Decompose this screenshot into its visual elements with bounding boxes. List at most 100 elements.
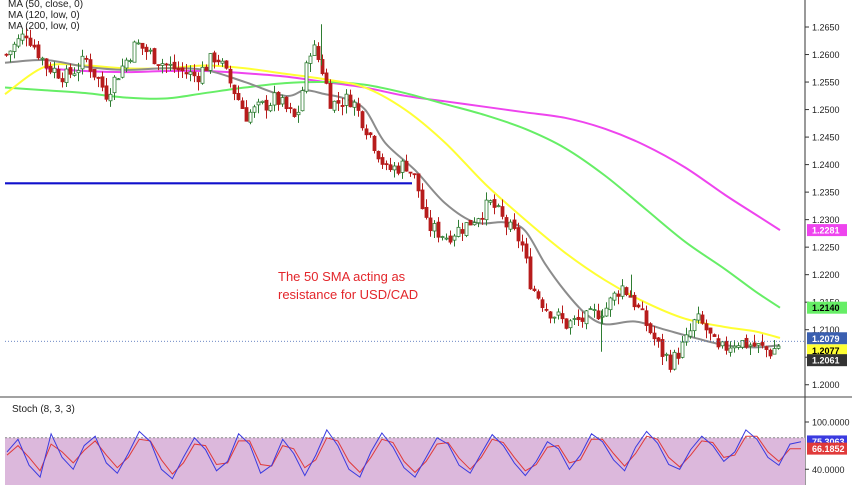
candle-body: [668, 354, 673, 370]
candle-body: [484, 199, 489, 221]
candle-body: [200, 66, 205, 84]
candle-body: [588, 308, 593, 311]
price-tick-label: 1.2600: [812, 50, 840, 60]
candle-body: [728, 347, 733, 353]
candle-body: [300, 90, 305, 112]
candle-body: [536, 291, 541, 299]
candle-body: [32, 44, 37, 48]
candle-body: [208, 53, 213, 71]
stoch-value-label: 75.3063: [812, 437, 845, 447]
ma200-indicator-label: MA (200, low, 0): [8, 21, 80, 32]
candle-body: [252, 106, 257, 113]
candle-body: [568, 320, 573, 329]
candle-body: [388, 164, 393, 170]
candle-body: [216, 59, 221, 63]
candle-body: [420, 189, 425, 210]
candle-body: [340, 105, 345, 107]
candle-body: [412, 173, 417, 176]
candle-body: [596, 310, 601, 320]
candle-body: [56, 69, 61, 79]
candle-body: [724, 340, 729, 351]
candle-body: [696, 313, 701, 321]
candle-body: [12, 43, 17, 52]
candle-body: [736, 345, 741, 348]
candle-body: [336, 100, 341, 104]
price-tag-box: [807, 354, 847, 367]
price-tick-label: 1.2300: [812, 215, 840, 225]
candle-body: [744, 337, 749, 348]
candle-body: [372, 135, 377, 151]
candle-body: [720, 341, 725, 347]
candle-body: [228, 68, 233, 84]
candle-body: [308, 55, 313, 64]
candle-body: [192, 71, 197, 77]
candle-body: [480, 217, 485, 220]
ma-magenta-line: [44, 67, 781, 231]
candle-body: [688, 330, 693, 337]
candle-body: [564, 318, 569, 329]
candle-body: [772, 348, 777, 355]
candle-body: [652, 332, 657, 340]
candle-body: [632, 294, 637, 308]
candle-body: [168, 63, 173, 66]
price-tick-label: 1.2650: [812, 23, 840, 33]
price-tick-label: 1.2100: [812, 325, 840, 335]
candle-body: [760, 342, 765, 346]
candle-body: [256, 101, 261, 106]
ma50-indicator-label: MA (50, close, 0): [8, 0, 84, 10]
price-tag-label: 1.2281: [812, 226, 840, 236]
candle-body: [448, 235, 453, 243]
candle-body: [440, 236, 445, 238]
candle-body: [148, 49, 153, 52]
candle-body: [120, 65, 125, 78]
stoch-tick-label: 100.0000: [812, 418, 850, 428]
candle-body: [64, 68, 69, 83]
candle-body: [716, 338, 721, 348]
price-tick-label: 1.2000: [812, 380, 840, 390]
candle-body: [776, 345, 781, 349]
candle-body: [80, 55, 85, 70]
candle-body: [260, 100, 265, 103]
candle-body: [324, 72, 329, 84]
candle-body: [580, 317, 585, 322]
candle-body: [404, 160, 409, 172]
candle-body: [648, 323, 653, 334]
candle-body: [72, 73, 77, 76]
ma120-indicator-label: MA (120, low, 0): [8, 10, 80, 21]
annotation-line-1: The 50 SMA acting as: [278, 269, 406, 284]
stoch-d-line: [6, 435, 801, 475]
candle-body: [612, 292, 617, 301]
candle-body: [116, 78, 121, 81]
candle-body: [144, 46, 149, 53]
candle-body: [8, 50, 13, 56]
candle-body: [364, 128, 369, 136]
candle-body: [616, 293, 621, 297]
stoch-tick-label: 40.0000: [812, 465, 845, 475]
candle-body: [532, 288, 537, 291]
annotation-line-2: resistance for USD/CAD: [278, 287, 419, 302]
candle-body: [624, 287, 629, 296]
candle-body: [500, 206, 505, 217]
price-tick-label: 1.2350: [812, 188, 840, 198]
candle-body: [504, 217, 509, 228]
candle-body: [16, 38, 21, 47]
candle-body: [692, 319, 697, 332]
price-tag-box: [807, 344, 847, 357]
candle-body: [432, 223, 437, 232]
stoch-band: [5, 437, 805, 485]
candle-body: [296, 111, 301, 116]
candle-body: [636, 304, 641, 308]
candle-body: [604, 307, 609, 317]
candle-body: [640, 308, 645, 311]
candle-body: [392, 165, 397, 171]
candles-group: [4, 24, 781, 373]
candle-body: [204, 66, 209, 71]
candle-body: [520, 241, 525, 246]
price-tick-label: 1.2200: [812, 270, 840, 280]
candle-body: [576, 316, 581, 321]
candle-body: [332, 100, 337, 111]
candle-body: [768, 349, 773, 357]
candle-body: [468, 219, 473, 226]
price-tick-label: 1.2550: [812, 78, 840, 88]
